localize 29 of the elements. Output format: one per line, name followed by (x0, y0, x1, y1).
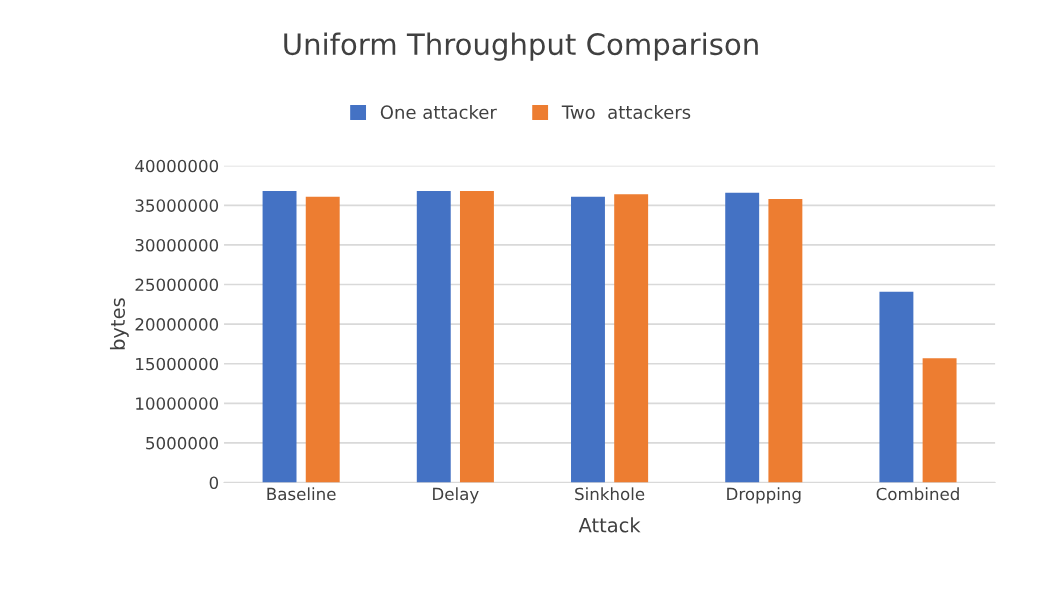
bar (262, 191, 297, 483)
bar (459, 191, 494, 483)
x-tick-label: Baseline (267, 487, 336, 501)
y-tick-label: 40000000 (135, 159, 219, 173)
x-axis-title: Attack (578, 517, 641, 533)
chart-title: Uniform Throughput Comparison (284, 32, 758, 61)
x-tick-label: Delay (433, 487, 479, 504)
y-tick-label: 30000000 (135, 238, 219, 252)
bar (305, 196, 340, 483)
x-tick-label: Sinkhole (575, 487, 645, 501)
bar (768, 199, 803, 483)
bar (614, 194, 649, 483)
y-axis-title: bytes (109, 298, 129, 350)
y-tick-label: 5000000 (146, 436, 219, 450)
bar (571, 196, 605, 483)
y-tick-label: 35000000 (135, 199, 219, 212)
x-tick-label: Dropping (727, 487, 801, 504)
y-tick-label: 25000000 (135, 278, 219, 292)
bar (879, 291, 914, 483)
legend-label: One attacker (380, 105, 497, 120)
x-tick-label: Combined (876, 487, 959, 501)
y-tick-label: 15000000 (136, 357, 219, 371)
bar (922, 358, 957, 483)
bar (725, 192, 760, 483)
y-tick-label: 20000000 (135, 318, 219, 331)
bar (416, 191, 451, 483)
legend-label: Two attackers (561, 105, 691, 120)
y-tick-label: 0 (209, 476, 219, 490)
y-tick-label: 10000000 (136, 397, 219, 410)
